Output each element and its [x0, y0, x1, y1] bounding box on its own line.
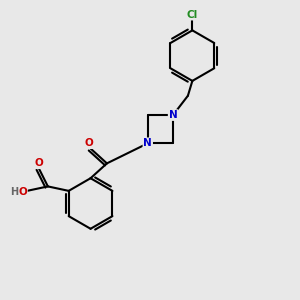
Text: O: O	[85, 138, 93, 148]
Text: H: H	[10, 188, 18, 197]
Text: N: N	[143, 138, 152, 148]
Text: O: O	[34, 158, 43, 168]
Text: N: N	[169, 110, 177, 120]
Text: O: O	[18, 188, 27, 197]
Text: Cl: Cl	[187, 10, 198, 20]
